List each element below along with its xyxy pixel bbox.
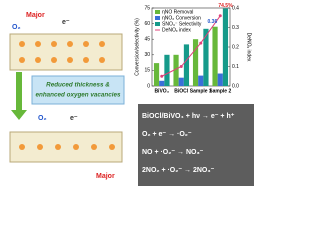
bottom-slab — [9, 131, 123, 163]
line-marker — [199, 41, 203, 45]
y-tick-label: 75 — [144, 5, 150, 11]
bar — [192, 39, 199, 86]
line-series — [161, 15, 221, 77]
y2-tick-label: 0.4 — [232, 5, 239, 11]
down-arrow — [11, 72, 27, 120]
y-tick-label: 30 — [144, 52, 150, 58]
legend-label: ηNO Removal — [162, 9, 193, 15]
y-tick-label: 0 — [147, 83, 150, 89]
equation: O₂ + e⁻ → ·O₂⁻ — [142, 131, 192, 138]
equation: BiOCl/BiVO₄ + hν → e⁻ + h⁺ — [142, 113, 235, 120]
y2-tick-label: 0.2 — [232, 44, 239, 50]
y2-tick-label: 0.0 — [232, 83, 239, 89]
label: e⁻ — [62, 19, 70, 26]
bar — [198, 75, 204, 86]
x-tick-label: BiOCl — [174, 88, 189, 94]
bar — [178, 77, 184, 86]
equation: NO + ·O₂⁻ → NO₃⁻ — [142, 149, 204, 156]
x-tick-label: Sample 1 — [190, 88, 212, 94]
legend-swatch — [155, 16, 160, 20]
y-axis-label: Conversion/selectivity (%) — [134, 18, 140, 76]
label: O₂ — [12, 24, 21, 31]
y-tick-label: 45 — [144, 37, 150, 43]
y2-tick-label: 0.3 — [232, 25, 239, 31]
x-tick-label: Sample 2 — [209, 88, 231, 94]
x-tick-label: BiVO₄ — [154, 88, 169, 94]
line-marker — [179, 65, 183, 68]
y2-tick-label: 0.1 — [232, 64, 239, 70]
y2-axis-label: DeNOₓ index — [246, 33, 252, 62]
legend-label: DeNOₓ index — [162, 27, 191, 33]
equation: 2NO₂ + ·O₂⁻ → 2NO₃⁻ — [142, 167, 215, 174]
equation-panel — [138, 104, 254, 186]
graphical-abstract: Reduced thickness & enhanced oxygen vaca… — [9, 3, 254, 186]
banner-box — [31, 75, 125, 105]
legend-swatch — [155, 10, 160, 14]
bar — [159, 80, 165, 86]
legend-label: ηNO₂ Conversion — [162, 15, 201, 21]
top-vacancies — [19, 41, 105, 63]
bar — [217, 73, 223, 86]
y-tick-label: 60 — [144, 21, 150, 27]
value-label: 74.5% — [218, 3, 233, 9]
line-marker — [218, 14, 222, 18]
banner-line: Reduced thickness & — [46, 82, 110, 89]
bar — [173, 54, 179, 86]
bar — [164, 54, 170, 86]
value-label: 0.36 — [208, 19, 218, 25]
label: O₂ — [38, 115, 47, 122]
bar — [183, 44, 190, 86]
top-slab — [9, 33, 123, 71]
bottom-vacancies — [19, 144, 115, 150]
line-marker — [160, 74, 164, 78]
legend-label: SNO₃⁻ Selectivity — [162, 21, 202, 27]
bar — [203, 28, 209, 86]
legend-swatch — [155, 22, 160, 26]
banner-line: enhanced oxygen vacancies — [35, 92, 121, 99]
label: Major — [26, 12, 45, 19]
bar — [153, 63, 160, 86]
bar — [212, 26, 218, 86]
bar — [222, 8, 229, 86]
label: e⁻ — [70, 115, 78, 122]
label: Major — [96, 173, 115, 180]
y-tick-label: 15 — [144, 68, 150, 74]
